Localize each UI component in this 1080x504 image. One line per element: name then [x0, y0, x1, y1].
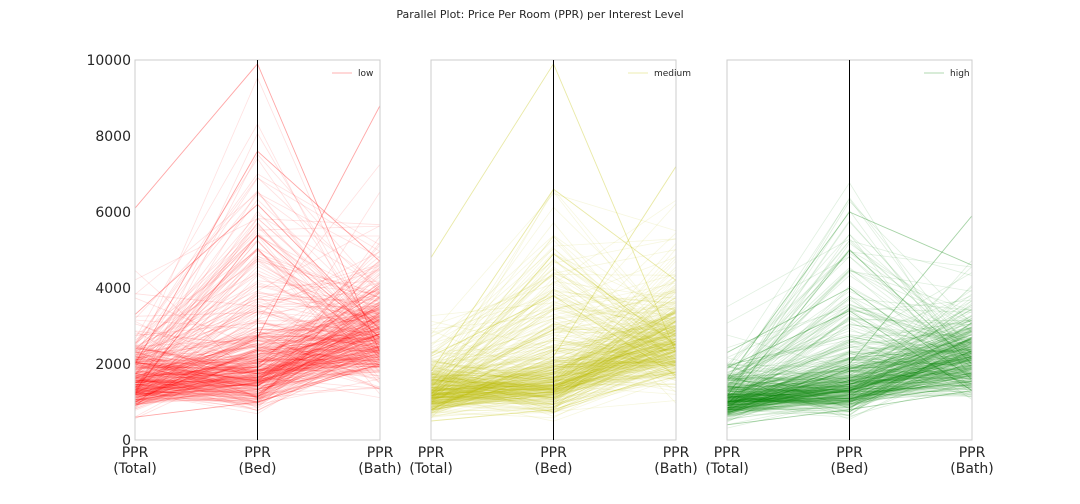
legend-label: medium	[654, 69, 691, 79]
x-tick-label: PPR (Total)	[113, 445, 157, 477]
x-tick-label: PPR (Bath)	[654, 445, 697, 477]
y-tick-label: 8000	[95, 129, 131, 145]
panel-high: PPR (Total) PPR (Bed) PPR (Bath) high	[705, 59, 994, 477]
x-tick-label: PPR (Bed)	[830, 445, 868, 477]
y-tick-label: 2000	[95, 357, 131, 373]
panel-low: PPR (Total) PPR (Bed) PPR (Bath) 0 2000 4000 6000…	[86, 53, 401, 477]
x-tick-label: PPR (Bath)	[358, 445, 401, 477]
panel-medium: PPR (Total) PPR (Bed) PPR (Bath) medium	[409, 59, 698, 477]
y-tick-label: 4000	[95, 281, 131, 297]
figure-title: Parallel Plot: Price Per Room (PPR) per …	[396, 8, 683, 21]
legend-label: low	[358, 69, 373, 79]
x-tick-label: PPR (Bed)	[238, 445, 276, 477]
y-tick-label: 6000	[95, 205, 131, 221]
x-tick-label: PPR (Total)	[409, 445, 453, 477]
legend-label: high	[950, 69, 970, 79]
x-tick-label: PPR (Total)	[705, 445, 749, 477]
y-tick-label: 0	[122, 433, 131, 449]
y-tick-label: 10000	[86, 53, 131, 69]
x-tick-label: PPR (Bed)	[534, 445, 572, 477]
panels-group: PPR (Total) PPR (Bed) PPR (Bath) 0 2000 4000 6000…	[86, 53, 993, 477]
x-tick-label: PPR (Bath)	[950, 445, 993, 477]
